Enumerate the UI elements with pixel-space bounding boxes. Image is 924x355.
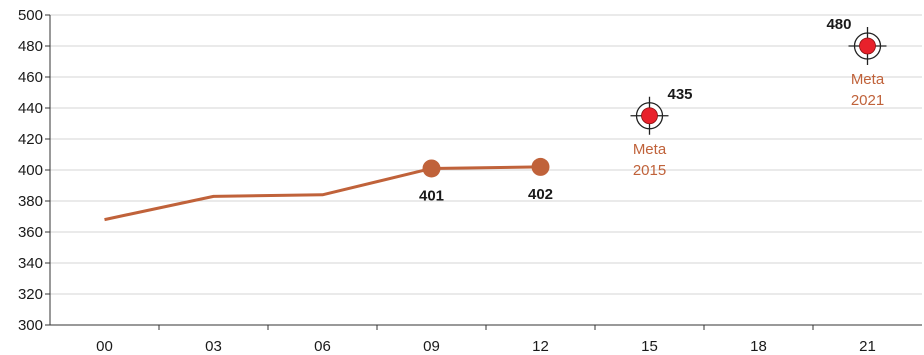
y-tick-label: 300: [18, 317, 43, 334]
goal-text: Meta: [851, 71, 885, 88]
goal-text: 2021: [851, 92, 884, 109]
x-tick-label: 03: [205, 338, 222, 355]
y-tick-label: 380: [18, 193, 43, 210]
x-tick-label: 09: [423, 338, 440, 355]
x-tick-label: 06: [314, 338, 331, 355]
x-tick-label: 00: [96, 338, 113, 355]
series-layer: 401 402: [104, 157, 553, 222]
goal-marker: [641, 107, 658, 125]
y-tick-label: 420: [18, 131, 43, 148]
y-tick-label: 460: [18, 69, 43, 86]
x-tick-label: 15: [641, 338, 658, 355]
y-tick-label: 400: [18, 162, 43, 179]
x-tick-label: 12: [532, 338, 549, 355]
goal-layer: 435 Meta 2015 480 Meta 2021: [630, 16, 887, 179]
x-tick-label: 18: [750, 338, 767, 355]
grid-layer: [50, 14, 922, 326]
data-label: 402: [528, 186, 553, 203]
goal-value-label: 480: [826, 16, 851, 33]
x-tick-label: 21: [859, 338, 876, 355]
goal-marker: [859, 37, 876, 55]
series-line: [104, 165, 541, 222]
data-point: [531, 157, 550, 176]
data-point: [422, 159, 441, 178]
goal-value-label: 435: [668, 86, 693, 103]
axis-layer: 300 320 340 360 380 400 420 440 460 480 500 00 03 06 0…: [18, 7, 922, 355]
goal-text: 2015: [633, 162, 666, 179]
y-tick-label: 480: [18, 38, 43, 55]
y-tick-label: 440: [18, 100, 43, 117]
y-tick-label: 500: [18, 7, 43, 24]
y-tick-label: 340: [18, 255, 43, 272]
y-tick-label: 360: [18, 224, 43, 241]
y-tick-label: 320: [18, 286, 43, 303]
data-label: 401: [419, 187, 444, 204]
goal-text: Meta: [633, 141, 667, 158]
